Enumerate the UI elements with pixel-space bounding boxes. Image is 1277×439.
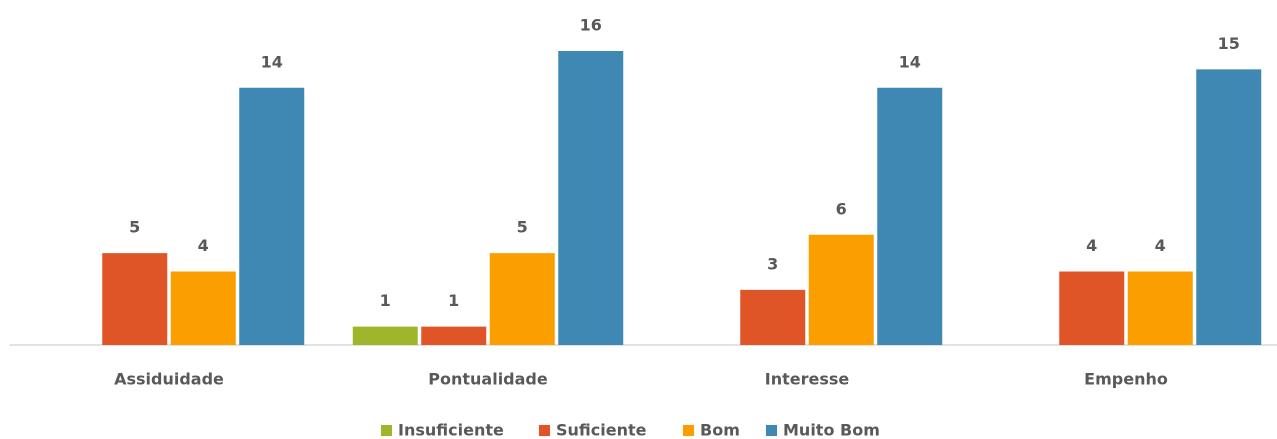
bar	[239, 87, 305, 345]
bar	[352, 326, 418, 345]
legend-swatch	[381, 425, 392, 436]
bar	[489, 253, 555, 345]
data-label: 4	[1086, 236, 1097, 255]
legend-swatch	[766, 425, 777, 436]
bar	[740, 289, 806, 345]
x-tick-label: Interesse	[765, 370, 850, 389]
data-label: 3	[767, 254, 778, 273]
x-tick-label: Assiduidade	[114, 370, 224, 389]
bar	[170, 271, 236, 345]
data-label: 1	[380, 291, 391, 310]
legend-label: Suficiente	[556, 421, 647, 439]
data-label: 16	[580, 16, 602, 35]
x-tick-label: Pontualidade	[428, 370, 548, 389]
data-label: 5	[129, 218, 140, 237]
data-label: 5	[517, 218, 528, 237]
data-label: 1	[448, 291, 459, 310]
data-label: 6	[836, 199, 847, 218]
bar	[1196, 69, 1262, 345]
bar	[877, 87, 943, 345]
data-label: 14	[899, 52, 921, 71]
x-tick-label: Empenho	[1084, 370, 1168, 389]
bar	[1059, 271, 1125, 345]
bar	[102, 253, 168, 345]
legend-swatch	[539, 425, 550, 436]
data-label: 4	[198, 236, 209, 255]
bar	[558, 51, 624, 345]
data-label: 4	[1155, 236, 1166, 255]
legend-swatch	[683, 425, 694, 436]
data-label: 14	[261, 52, 283, 71]
bar	[808, 234, 874, 345]
data-label: 15	[1218, 34, 1240, 53]
legend-label: Insuficiente	[398, 421, 504, 439]
legend-label: Muito Bom	[783, 421, 880, 439]
bar	[1127, 271, 1193, 345]
bar	[421, 326, 487, 345]
legend-label: Bom	[700, 421, 740, 439]
